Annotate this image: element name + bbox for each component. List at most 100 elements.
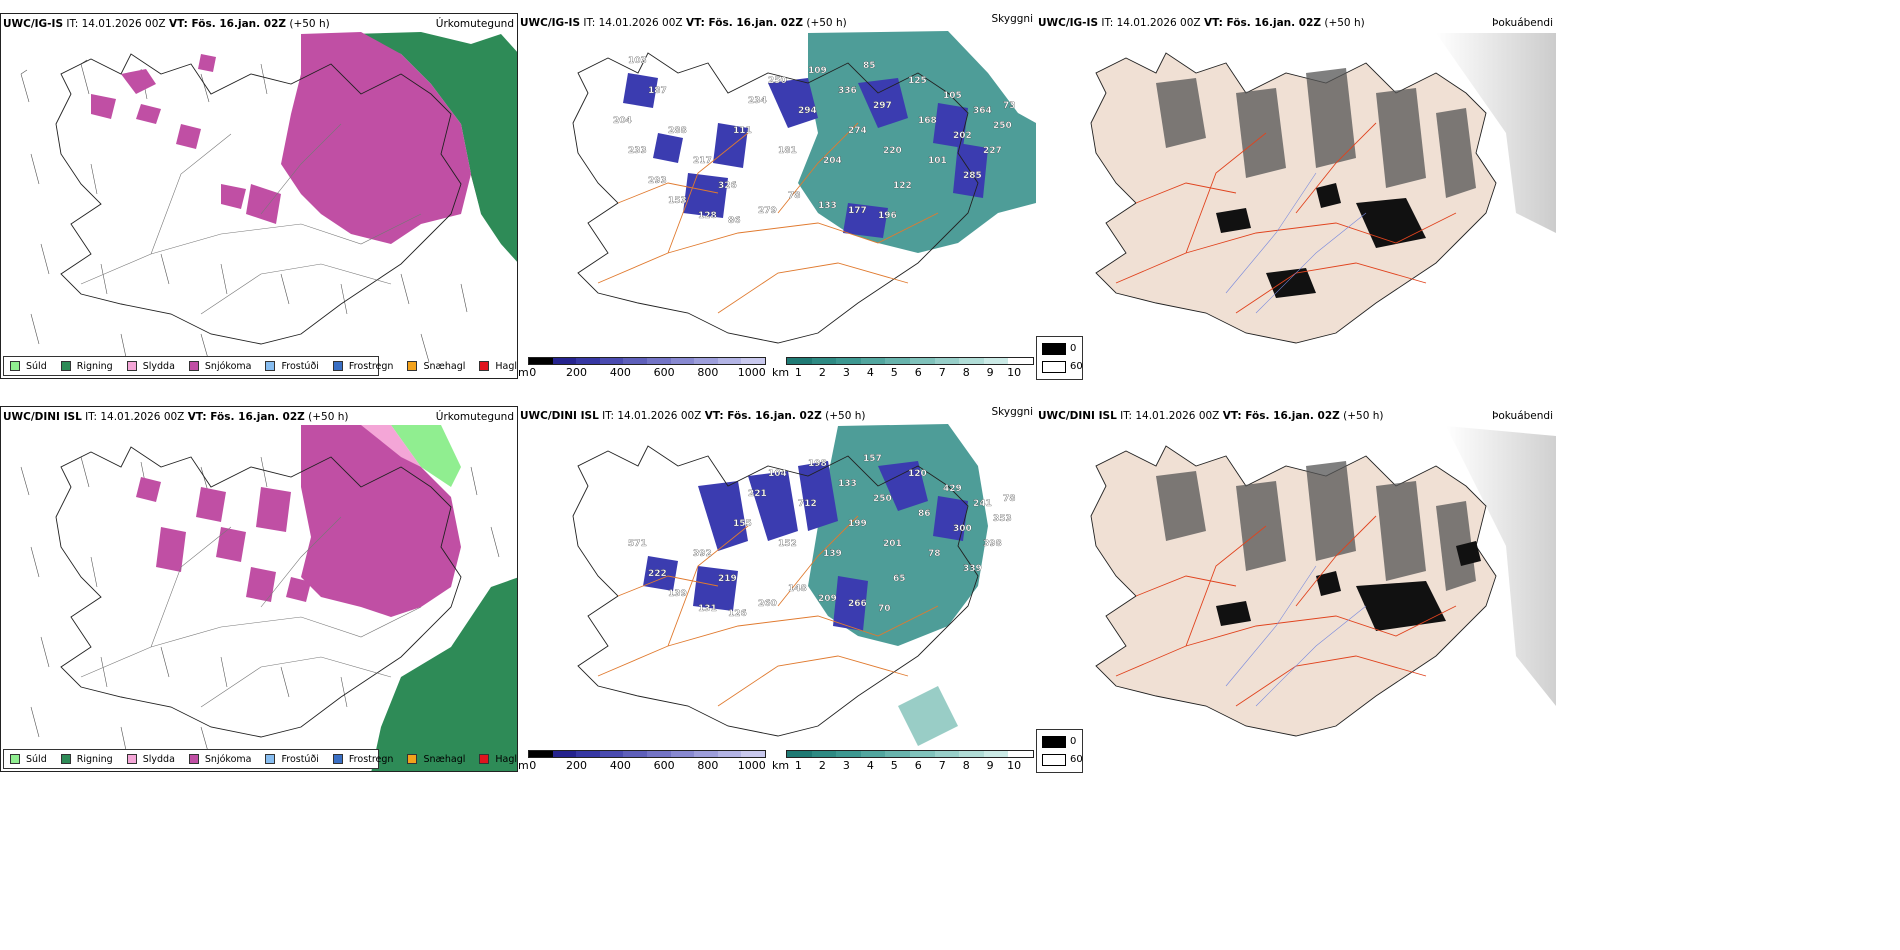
colorbar-unit: km xyxy=(772,366,790,379)
legend-item: Haglél xyxy=(479,361,517,372)
visibility-panel-top: 103 187 288 217 326 111 234 250 181 294 109 204 336 2… xyxy=(518,13,1036,379)
colorbar-segment xyxy=(646,358,671,364)
cloud-base-value: 221 xyxy=(748,489,767,499)
lead-time: (+50 h) xyxy=(1324,17,1365,29)
cloud-base-value: 204 xyxy=(613,116,632,126)
model-name: UWC/DINI ISL xyxy=(1038,410,1117,422)
cloud-base-value: 126 xyxy=(728,609,747,619)
field-name: Skyggni xyxy=(991,13,1034,25)
colorbar-segment xyxy=(1008,358,1033,364)
precip-legend: Súld Rigning Slydda Snjókoma Frostúði Fr… xyxy=(3,356,517,376)
cloud-base-value: 285 xyxy=(963,171,982,181)
visibility-panel-bottom: 392 219 155 221 104 152 712 198 139 133 199 157 250 2… xyxy=(518,406,1036,772)
legend-item: Snjókoma xyxy=(188,754,251,765)
legend-item: Snæhagl xyxy=(407,754,465,765)
cloud-base-value: 288 xyxy=(668,126,687,136)
colorbar-segment xyxy=(552,358,577,364)
colorbar-segment xyxy=(934,358,960,364)
land-fog xyxy=(1090,52,1497,344)
colorbar-tick-label: 7 xyxy=(938,366,946,379)
cloud-base-value: 199 xyxy=(848,519,867,529)
cloud-base-value: 148 xyxy=(788,584,807,594)
cloud-base-value: 157 xyxy=(863,454,882,464)
cloud-base-value: 429 xyxy=(943,484,962,494)
cloud-base-value: 111 xyxy=(733,126,752,136)
cloud-base-colorbar-top: m 0 200 400 600 800 1000 xyxy=(518,356,768,379)
init-time: IT: 14.01.2026 00Z xyxy=(602,410,702,422)
roads xyxy=(80,516,422,708)
colorbar-segment xyxy=(741,358,765,364)
cloud-base-value: 250 xyxy=(768,76,787,86)
cloud-base-value: 103 xyxy=(628,56,647,66)
snow-patches xyxy=(136,477,311,602)
cloud-base-value: 122 xyxy=(893,181,912,191)
legend-item: Súld xyxy=(10,361,47,372)
rivers xyxy=(1225,172,1367,314)
legend-swatch xyxy=(60,361,71,371)
colorbar-segment xyxy=(909,751,935,757)
legend-item: Frostregn xyxy=(332,361,393,372)
cloud-base-value: 339 xyxy=(963,564,982,574)
sleet-area xyxy=(361,425,421,467)
roads xyxy=(597,515,939,707)
field-name: Úrkomutegund xyxy=(435,411,514,423)
cloud-base-value: 571 xyxy=(628,539,647,549)
fog-legend-white xyxy=(1042,361,1066,373)
model-name: UWC/DINI ISL xyxy=(520,410,599,422)
roads xyxy=(80,123,422,315)
colorbar-segment xyxy=(811,358,837,364)
colorbar-tick-label: 1 xyxy=(794,366,802,379)
colorbar-tick-label: 9 xyxy=(986,366,994,379)
colorbar-segment xyxy=(741,751,765,757)
model-name: UWC/IG-IS xyxy=(1038,17,1099,29)
colorbar-tick-label: 0 xyxy=(529,366,537,379)
colorbar-segment xyxy=(860,751,886,757)
cloud-base-value: 104 xyxy=(768,469,787,479)
panel-header: UWC/DINI ISL IT: 14.01.2026 00Z VT: Fös.… xyxy=(1038,410,1383,422)
legend-swatch xyxy=(10,754,20,764)
colorbar-segment xyxy=(599,751,624,757)
colorbar-segment xyxy=(694,751,718,757)
colorbar-tick-label: 4 xyxy=(866,759,874,772)
roads xyxy=(597,122,939,314)
cloud-base-value: 294 xyxy=(798,106,817,116)
fog-legend-white-label: 60 xyxy=(1070,754,1083,765)
colorbar-strip xyxy=(786,357,1034,365)
fog-legend-white xyxy=(1042,754,1066,766)
colorbar-segment xyxy=(836,358,861,364)
cloud-base-value: 153 xyxy=(668,196,687,206)
cloud-base-value: 398 xyxy=(983,539,1002,549)
colorbar-segment xyxy=(983,358,1009,364)
field-name: Þokuábendi xyxy=(1492,17,1553,29)
legend-item: Frostúði xyxy=(265,361,319,372)
colorbar-segment xyxy=(885,751,910,757)
cloud-base-value: 220 xyxy=(883,146,902,156)
cloud-base-value: 78 xyxy=(928,549,941,559)
colorbar-tick-label: 2 xyxy=(818,366,826,379)
cloud-base-value: 105 xyxy=(943,91,962,101)
colorbar-tick-label: 1 xyxy=(794,759,802,772)
cloud-base-value: 131 xyxy=(698,604,717,614)
legend-item: Rigning xyxy=(60,361,113,372)
fog-legend-white-label: 60 xyxy=(1070,361,1083,372)
lead-time: (+50 h) xyxy=(289,18,330,30)
cloud-base-value: 85 xyxy=(863,61,876,71)
legend-swatch xyxy=(407,361,418,371)
cloud-base-value: 133 xyxy=(838,479,857,489)
cloud-base-value: 133 xyxy=(818,201,837,211)
cloud-base-labels: 1031872882173261112342501812941092043362… xyxy=(613,56,1016,226)
legend-swatch xyxy=(188,754,199,764)
colorbar-tick-label: 2 xyxy=(818,759,826,772)
valid-time: VT: Fös. 16.jan. 02Z xyxy=(187,411,305,423)
colorbar-tick-label: 800 xyxy=(697,759,719,772)
fog-legend-black xyxy=(1042,343,1066,355)
cloud-base-value: 202 xyxy=(953,131,972,141)
init-time: IT: 14.01.2026 00Z xyxy=(1120,410,1220,422)
cloud-base-value: 70 xyxy=(878,604,891,614)
fog-legend-bottom: 0 60 xyxy=(1036,729,1083,773)
colorbar-tick-label: 6 xyxy=(914,366,922,379)
colorbar-segment xyxy=(576,751,600,757)
cloud-base-value: 196 xyxy=(878,211,897,221)
